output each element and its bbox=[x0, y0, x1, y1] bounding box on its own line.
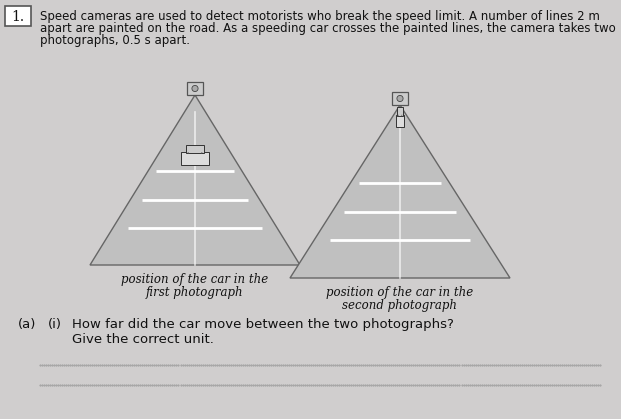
Text: Speed cameras are used to detect motorists who break the speed limit. A number o: Speed cameras are used to detect motoris… bbox=[40, 10, 600, 23]
Polygon shape bbox=[290, 105, 510, 278]
FancyBboxPatch shape bbox=[5, 6, 31, 26]
Polygon shape bbox=[90, 95, 300, 265]
Text: position of the car in the: position of the car in the bbox=[327, 286, 474, 299]
Text: first photograph: first photograph bbox=[146, 286, 244, 299]
Text: apart are painted on the road. As a speeding car crosses the painted lines, the : apart are painted on the road. As a spee… bbox=[40, 22, 616, 35]
FancyBboxPatch shape bbox=[187, 82, 203, 95]
Text: second photograph: second photograph bbox=[343, 299, 458, 312]
Text: (a): (a) bbox=[18, 318, 37, 331]
FancyBboxPatch shape bbox=[396, 115, 404, 127]
Text: photographs, 0.5 s apart.: photographs, 0.5 s apart. bbox=[40, 34, 190, 47]
Text: How far did the car move between the two photographs?: How far did the car move between the two… bbox=[72, 318, 454, 331]
Circle shape bbox=[397, 96, 403, 101]
FancyBboxPatch shape bbox=[186, 145, 204, 153]
FancyBboxPatch shape bbox=[397, 107, 402, 116]
Text: (i): (i) bbox=[48, 318, 62, 331]
Text: 1.: 1. bbox=[11, 10, 25, 24]
FancyBboxPatch shape bbox=[392, 92, 408, 105]
FancyBboxPatch shape bbox=[181, 153, 209, 165]
Circle shape bbox=[192, 85, 198, 92]
Text: Give the correct unit.: Give the correct unit. bbox=[72, 333, 214, 346]
Text: position of the car in the: position of the car in the bbox=[121, 273, 269, 286]
